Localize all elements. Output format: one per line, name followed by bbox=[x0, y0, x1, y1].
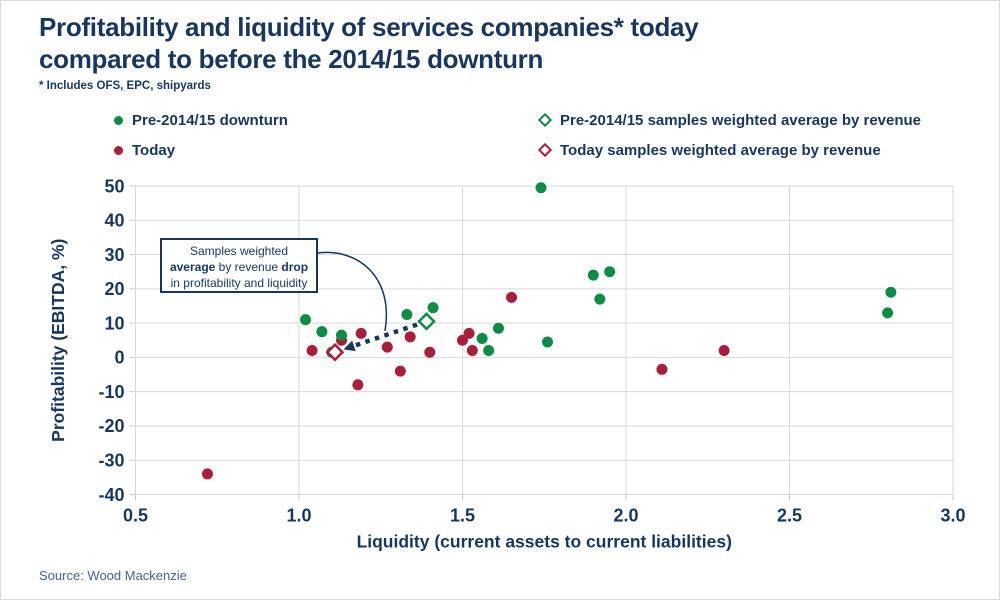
y-axis-title: Profitability (EBITDA, %) bbox=[48, 239, 68, 442]
x-axis-title: Liquidity (current assets to current lia… bbox=[357, 532, 732, 552]
annotation-text: Samples weighted average by revenue drop i… bbox=[169, 244, 309, 290]
data-point-today bbox=[466, 345, 478, 357]
data-point-pre-downturn bbox=[300, 314, 312, 326]
data-point-today bbox=[718, 345, 730, 357]
y-tick-label: -20 bbox=[98, 416, 124, 436]
y-tick-label: 40 bbox=[104, 211, 124, 231]
x-tick-label: 3.0 bbox=[940, 506, 965, 526]
data-point-today bbox=[352, 379, 364, 391]
legend-label-today-average: Today samples weighted average by revenu… bbox=[560, 141, 881, 159]
red-dot-icon bbox=[114, 145, 123, 155]
legend-item-today: Today bbox=[114, 141, 175, 159]
x-tick-label: 2.5 bbox=[777, 506, 802, 526]
data-point-today bbox=[201, 468, 213, 480]
data-point-today bbox=[656, 363, 668, 375]
data-point-today bbox=[424, 346, 436, 358]
x-tick-label: 1.5 bbox=[450, 506, 475, 526]
data-point-pre-downturn bbox=[882, 307, 894, 319]
data-point-pre-downturn bbox=[594, 293, 606, 305]
data-point-pre-downturn bbox=[336, 329, 348, 341]
data-point-today bbox=[506, 291, 518, 303]
legend-label-pre-average: Pre-2014/15 samples weighted average by … bbox=[560, 111, 922, 129]
data-point-pre-downturn bbox=[535, 182, 547, 194]
y-tick-label: 30 bbox=[104, 245, 124, 265]
x-tick-label: 2.0 bbox=[613, 506, 638, 526]
data-point-pre-downturn bbox=[885, 286, 897, 298]
y-tick-label: -40 bbox=[98, 485, 124, 505]
data-point-today bbox=[457, 334, 468, 346]
page-title-line-1: Profitability and liquidity of services … bbox=[39, 12, 699, 42]
data-point-today bbox=[463, 327, 475, 339]
legend-item-pre-downturn: Pre-2014/15 downturn bbox=[114, 111, 288, 129]
page-title: Profitability and liquidity of services … bbox=[39, 11, 699, 75]
data-point-pre-downturn bbox=[476, 333, 488, 345]
y-tick-label: -30 bbox=[98, 451, 124, 471]
legend-item-today-average: Today samples weighted average by revenu… bbox=[537, 141, 881, 159]
legend-label-pre-downturn: Pre-2014/15 downturn bbox=[132, 111, 288, 129]
x-tick-label: 1.0 bbox=[286, 506, 311, 526]
data-point-today bbox=[306, 345, 318, 357]
annotation-connector-curve bbox=[317, 251, 388, 332]
arrowhead-icon bbox=[343, 340, 356, 352]
legend-item-pre-average: Pre-2014/15 samples weighted average by … bbox=[537, 111, 922, 129]
y-tick-label: 20 bbox=[104, 279, 124, 299]
data-point-pre-downturn bbox=[604, 266, 616, 278]
annotation-box: Samples weighted average by revenue drop i… bbox=[160, 238, 318, 293]
y-tick-label: 0 bbox=[114, 348, 124, 368]
data-point-today bbox=[355, 327, 367, 339]
data-point-pre-downturn bbox=[587, 269, 599, 281]
data-point-pre-downturn bbox=[483, 345, 495, 357]
data-point-today bbox=[404, 331, 416, 343]
green-dot-icon bbox=[114, 115, 123, 125]
y-tick-label: -10 bbox=[98, 382, 124, 402]
today-average-diamond bbox=[325, 342, 345, 362]
y-tick-label: 10 bbox=[104, 313, 124, 333]
data-point-pre-downturn bbox=[542, 336, 554, 348]
data-point-pre-downturn bbox=[401, 309, 413, 321]
data-point-pre-downturn bbox=[427, 302, 439, 314]
data-point-today bbox=[381, 341, 393, 353]
y-tick-label: 50 bbox=[104, 176, 124, 196]
legend-label-today: Today bbox=[132, 141, 176, 159]
footnote: * Includes OFS, EPC, shipyards bbox=[39, 80, 211, 92]
data-point-today bbox=[394, 365, 406, 377]
data-point-pre-downturn bbox=[492, 322, 504, 334]
source-text: Source: Wood Mackenzie bbox=[39, 568, 187, 583]
page-title-line-2: compared to before the 2014/15 downturn bbox=[39, 44, 544, 74]
pre-downturn-average-diamond bbox=[417, 312, 436, 331]
x-tick-label: 0.5 bbox=[123, 506, 148, 526]
average-shift-dotted-arrow bbox=[353, 322, 418, 348]
data-point-pre-downturn bbox=[316, 326, 328, 338]
